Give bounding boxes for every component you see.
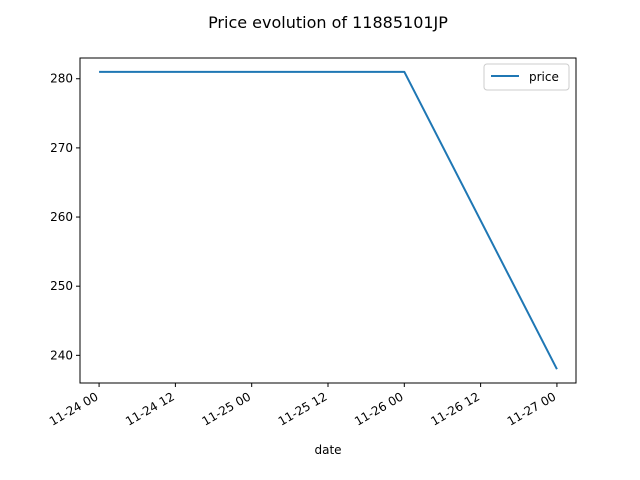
- legend: price: [483, 63, 570, 91]
- x-tick-label: 11-25 12: [276, 389, 330, 428]
- x-tick-label: 11-25 00: [199, 389, 253, 428]
- x-tick-label: 11-24 12: [123, 389, 177, 428]
- x-tick-label: 11-27 00: [505, 389, 559, 428]
- series-line-price: [99, 70, 558, 370]
- x-axis-label: date: [314, 443, 341, 457]
- x-tick-label: 11-26 00: [352, 389, 406, 428]
- y-tick-label: 280: [50, 72, 73, 86]
- x-tick-label: 11-26 12: [428, 389, 482, 428]
- legend-label-price: price: [529, 70, 559, 84]
- y-tick-label: 270: [50, 141, 73, 155]
- x-axis: 11-24 00 11-24 12 11-25 00 11-25 12 11-26 00…: [47, 383, 559, 429]
- plot-area: [79, 57, 577, 384]
- chart-title: Price evolution of 11885101JP: [208, 13, 448, 32]
- legend-box: [483, 63, 570, 91]
- y-tick-label: 240: [50, 348, 73, 362]
- y-axis: 240 250 260 270 280: [50, 72, 80, 362]
- y-tick-label: 260: [50, 210, 73, 224]
- x-tick-label: 11-24 00: [47, 389, 101, 428]
- series-layer: [99, 70, 558, 370]
- y-tick-label: 250: [50, 279, 73, 293]
